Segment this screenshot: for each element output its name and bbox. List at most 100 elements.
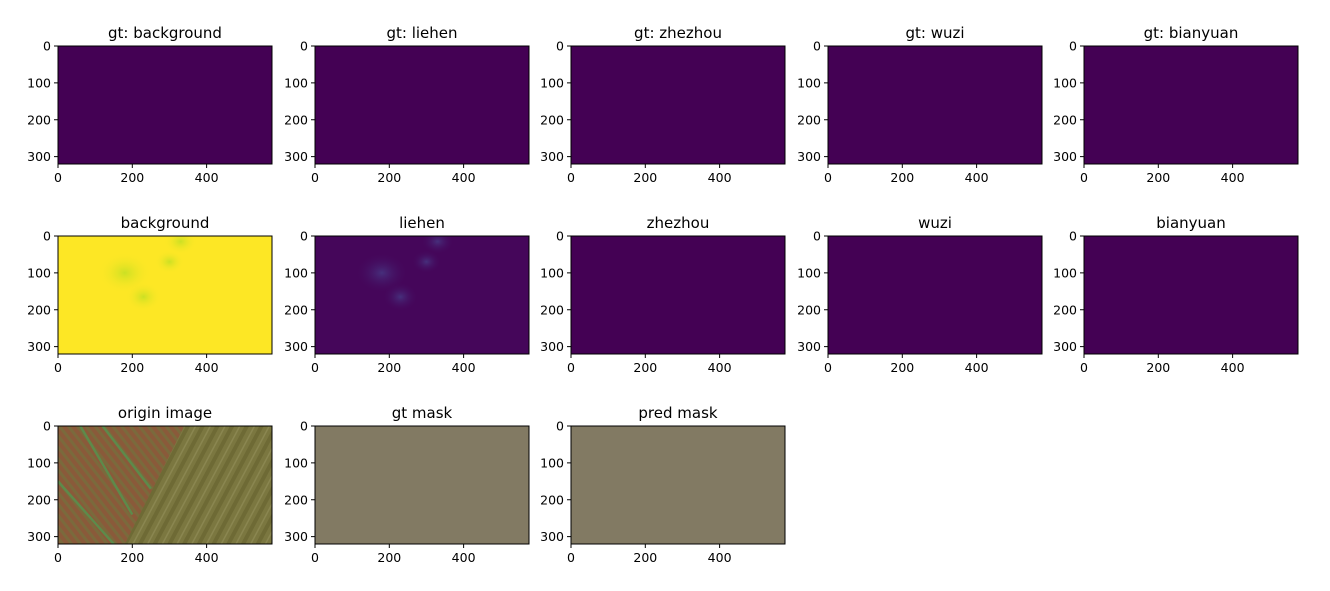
- axes-frame: [57, 425, 273, 545]
- panel-title: bianyuan: [1156, 214, 1225, 232]
- panel-title: zhezhou: [647, 214, 710, 232]
- y-tick-label: 200: [27, 492, 51, 507]
- x-tick-label: 0: [567, 550, 575, 565]
- panel-title: gt mask: [392, 404, 453, 422]
- y-tick-label: 200: [540, 112, 564, 127]
- x-tick-label: 200: [633, 170, 657, 185]
- panel-title: liehen: [399, 214, 445, 232]
- y-tick-label: 0: [556, 229, 564, 244]
- x-tick-label: 0: [311, 170, 319, 185]
- y-tick-label: 100: [27, 75, 51, 90]
- y-tick-label: 100: [284, 265, 308, 280]
- y-tick-label: 200: [797, 112, 821, 127]
- y-tick-label: 100: [540, 75, 564, 90]
- y-tick-label: 200: [1053, 302, 1077, 317]
- panel-title: background: [121, 214, 210, 232]
- y-tick-label: 100: [284, 75, 308, 90]
- x-tick-label: 200: [1146, 360, 1170, 375]
- y-tick-label: 100: [1053, 75, 1077, 90]
- axes-frame: [570, 235, 786, 355]
- y-tick-label: 300: [27, 529, 51, 544]
- heatmap-fill: [315, 46, 529, 164]
- heatmap-fill: [1084, 236, 1298, 354]
- x-tick-label: 0: [311, 550, 319, 565]
- heatmap-image-gt-wuzi: [828, 46, 1042, 164]
- heatmap-image-gt-mask: [315, 426, 529, 544]
- y-tick-label: 0: [43, 419, 51, 434]
- x-tick-label: 0: [311, 360, 319, 375]
- y-tick-label: 100: [797, 75, 821, 90]
- panel-gt-zhezhou: gt: zhezhou 0 200 400 0 100 200 300: [540, 24, 786, 185]
- y-tick-label: 300: [540, 339, 564, 354]
- heatmap-image-origin-image: [58, 426, 272, 544]
- panel-title: wuzi: [918, 214, 952, 232]
- y-tick-label: 300: [1053, 149, 1077, 164]
- y-tick-label: 0: [1069, 39, 1077, 54]
- panel-title: gt: liehen: [386, 24, 457, 42]
- y-tick-label: 0: [556, 419, 564, 434]
- photo-path-line: [101, 426, 152, 490]
- axes-frame: [314, 235, 530, 355]
- x-tick-label: 0: [824, 360, 832, 375]
- heatmap-fill: [58, 46, 272, 164]
- y-tick-label: 0: [813, 229, 821, 244]
- x-tick-label: 200: [633, 360, 657, 375]
- axes-frame: [570, 45, 786, 165]
- y-tick-label: 300: [540, 149, 564, 164]
- y-tick-label: 200: [540, 492, 564, 507]
- heatmap-image-gt-background: [58, 46, 272, 164]
- panel-background: background 0 200 400 0 100 200 300: [27, 214, 273, 375]
- heatmap-fill: [571, 46, 785, 164]
- y-tick-label: 0: [300, 229, 308, 244]
- x-tick-label: 0: [54, 360, 62, 375]
- heatmap-blob: [420, 236, 455, 255]
- x-tick-label: 200: [377, 550, 401, 565]
- x-tick-label: 200: [1146, 170, 1170, 185]
- x-tick-label: 200: [377, 170, 401, 185]
- x-tick-label: 0: [54, 170, 62, 185]
- y-tick-label: 200: [284, 492, 308, 507]
- photo-path-line: [58, 480, 115, 544]
- heatmap-blob: [382, 282, 419, 312]
- photo-left-field: [58, 426, 185, 544]
- x-tick-label: 0: [567, 360, 575, 375]
- heatmap-fill: [828, 46, 1042, 164]
- panel-title: origin image: [118, 404, 212, 422]
- y-tick-label: 300: [284, 149, 308, 164]
- y-tick-label: 300: [797, 149, 821, 164]
- axes-frame: [827, 235, 1043, 355]
- heatmap-fill: [571, 426, 785, 544]
- axes-frame: [1083, 45, 1299, 165]
- y-tick-label: 300: [1053, 339, 1077, 354]
- x-tick-label: 400: [452, 550, 476, 565]
- y-tick-label: 200: [284, 302, 308, 317]
- x-tick-label: 400: [195, 170, 219, 185]
- y-tick-label: 300: [284, 339, 308, 354]
- panel-origin-image: origin image 0 200 400 0 100 200 300: [27, 404, 273, 565]
- heatmap-blob: [411, 250, 442, 274]
- heatmap-fill: [315, 426, 529, 544]
- x-tick-label: 400: [1221, 170, 1245, 185]
- y-tick-label: 0: [43, 39, 51, 54]
- x-tick-label: 200: [120, 360, 144, 375]
- x-tick-label: 400: [965, 360, 989, 375]
- y-tick-label: 100: [27, 455, 51, 470]
- y-tick-label: 0: [1069, 229, 1077, 244]
- panel-gt-background: gt: background 0 200 400 0 100 200 300: [27, 24, 273, 185]
- heatmap-image-bianyuan: [1084, 236, 1298, 354]
- y-tick-label: 200: [284, 112, 308, 127]
- panel-title: gt: wuzi: [905, 24, 964, 42]
- x-tick-label: 400: [195, 360, 219, 375]
- panel-title: gt: background: [108, 24, 222, 42]
- axes-frame: [57, 235, 273, 355]
- x-tick-label: 400: [1221, 360, 1245, 375]
- y-tick-label: 100: [284, 455, 308, 470]
- y-tick-label: 0: [300, 39, 308, 54]
- x-tick-label: 0: [567, 170, 575, 185]
- x-tick-label: 400: [195, 550, 219, 565]
- x-tick-label: 0: [1080, 170, 1088, 185]
- x-tick-label: 0: [1080, 360, 1088, 375]
- y-tick-label: 0: [813, 39, 821, 54]
- panel-title: pred mask: [638, 404, 717, 422]
- heatmap-fill: [571, 236, 785, 354]
